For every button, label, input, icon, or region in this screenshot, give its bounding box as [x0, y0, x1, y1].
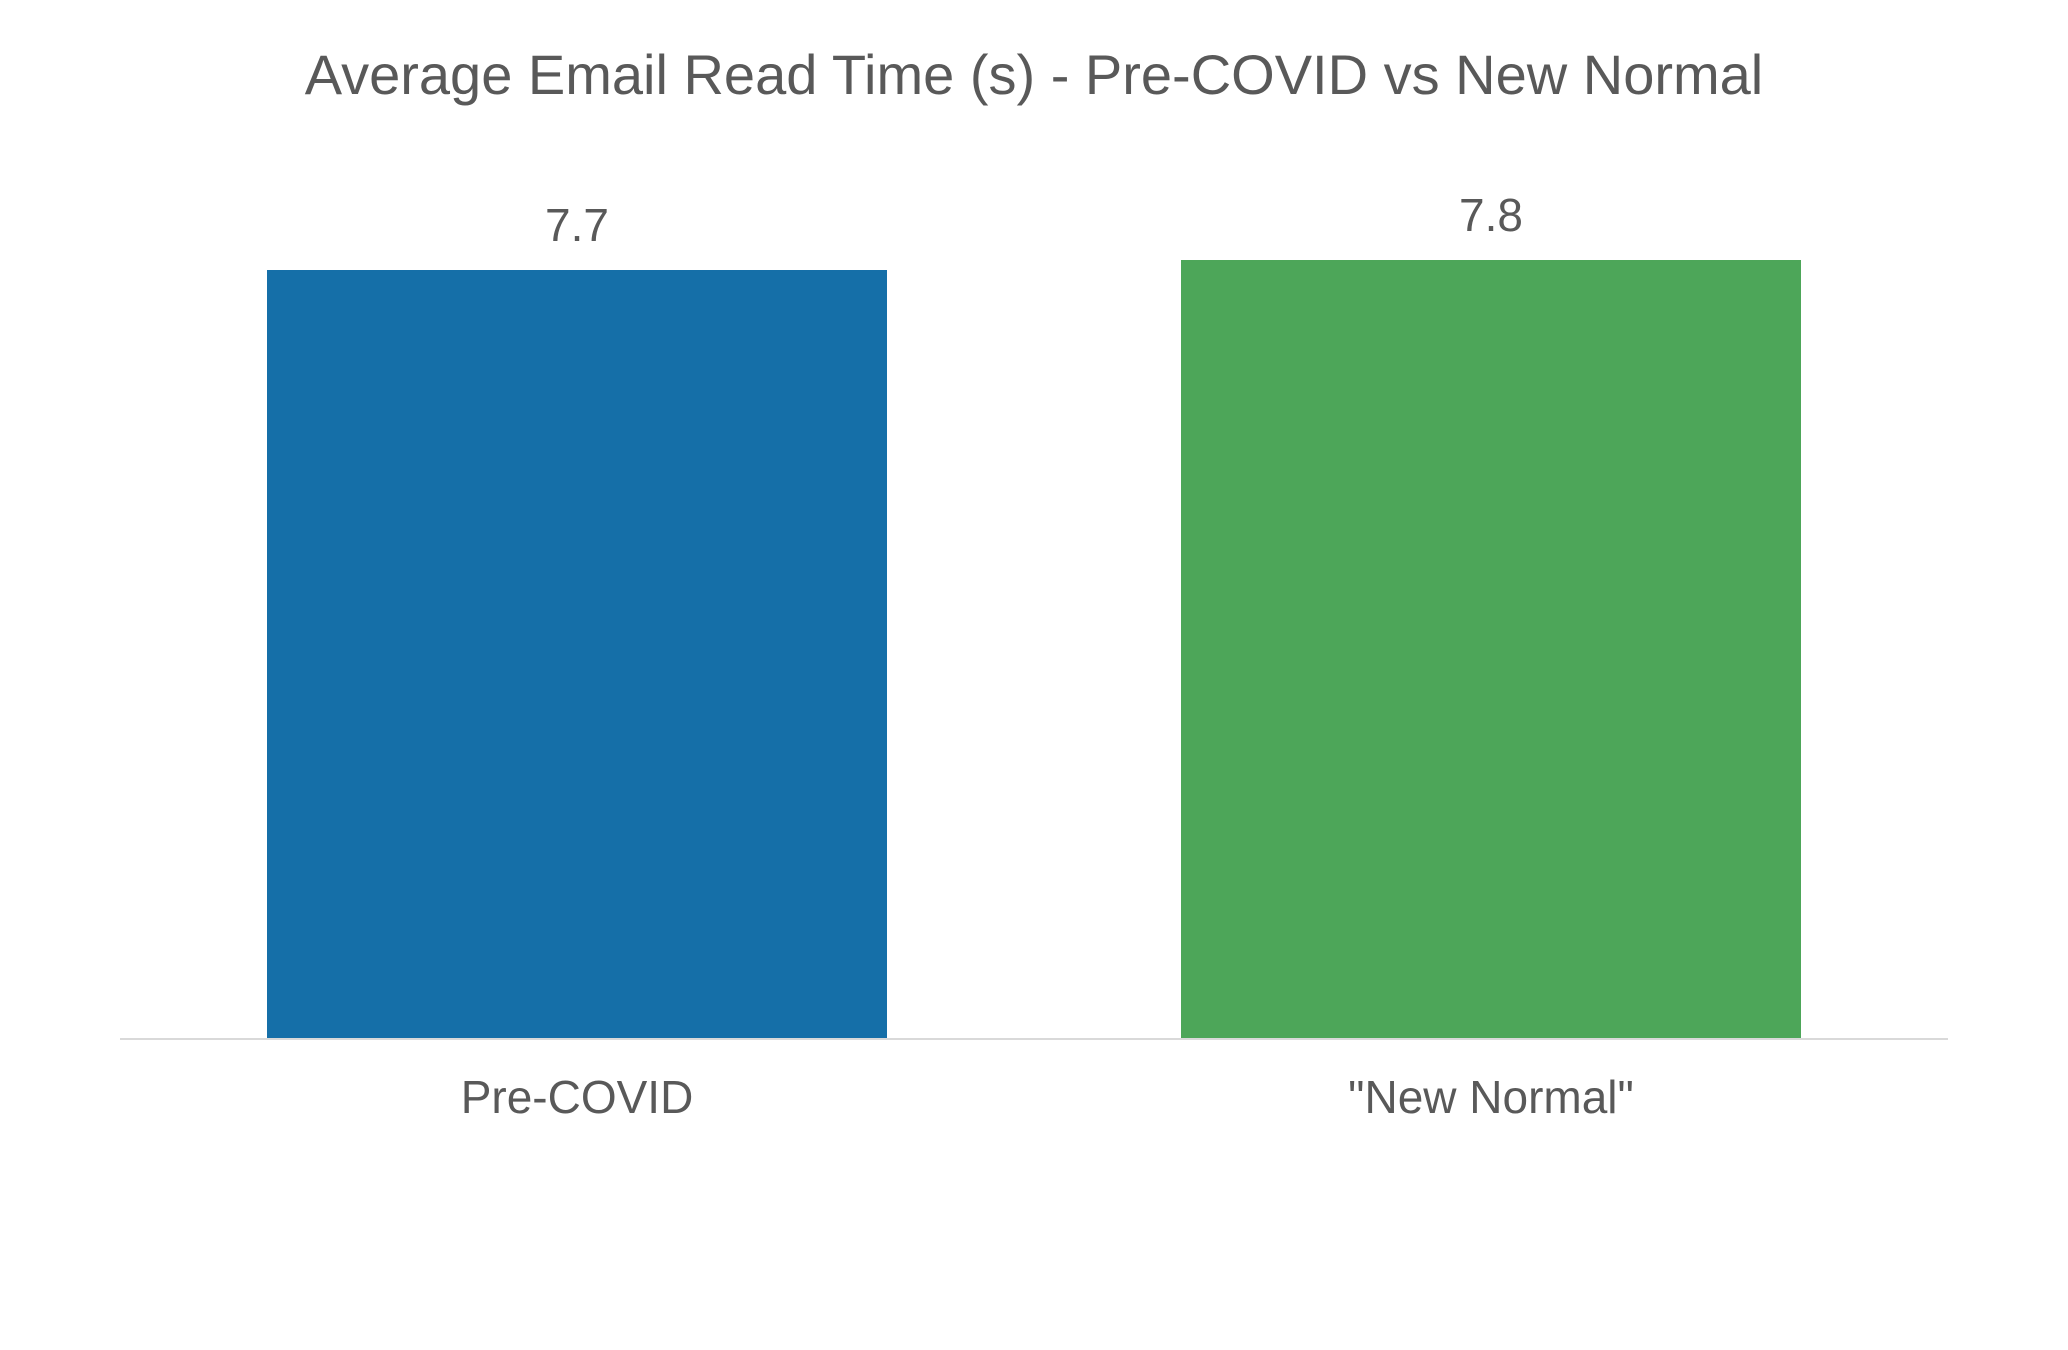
plot-area: 7.7 7.8	[120, 140, 1948, 1040]
bar-value-label: 7.7	[545, 198, 609, 252]
bar	[1181, 260, 1801, 1038]
bar	[267, 270, 887, 1038]
x-axis: Pre-COVID "New Normal"	[120, 1040, 1948, 1150]
bar-col: 7.8	[1181, 140, 1801, 1038]
x-category-label: "New Normal"	[1181, 1040, 1801, 1124]
bar-col: 7.7	[267, 140, 887, 1038]
x-category-label: Pre-COVID	[267, 1040, 887, 1124]
bar-value-label: 7.8	[1459, 188, 1523, 242]
chart-container: Average Email Read Time (s) - Pre-COVID …	[0, 0, 2068, 1350]
plot: 7.7 7.8 Pre-COVID "New Normal"	[60, 140, 2008, 1150]
chart-title: Average Email Read Time (s) - Pre-COVID …	[184, 40, 1884, 110]
bars-row: 7.7 7.8	[120, 140, 1948, 1038]
